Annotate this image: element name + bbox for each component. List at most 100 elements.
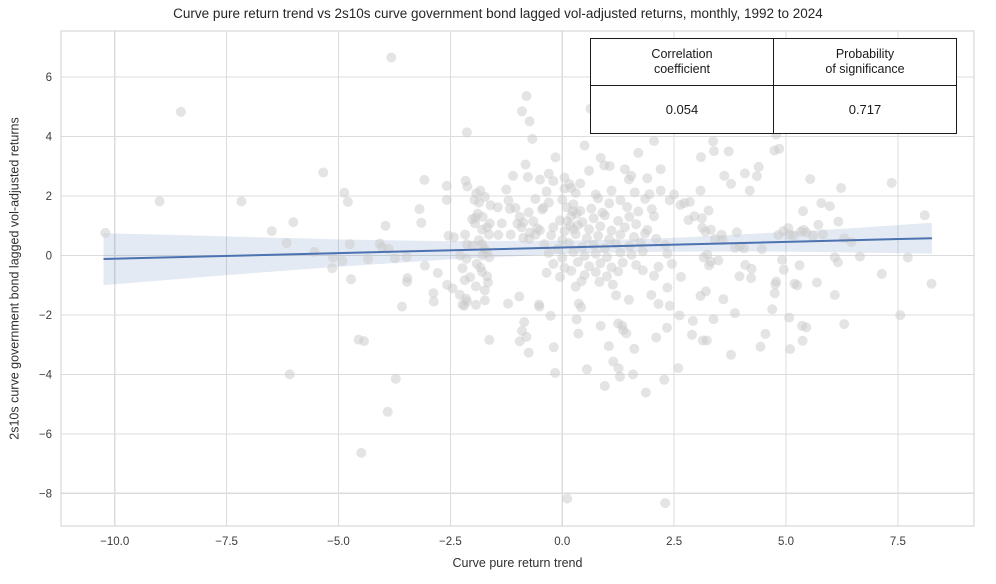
scatter-point <box>602 271 612 282</box>
scatter-point <box>521 331 532 342</box>
scatter-point <box>465 272 476 283</box>
scatter-point <box>606 185 617 196</box>
scatter-point <box>266 226 277 237</box>
scatter-point <box>655 185 666 196</box>
svg-text:−10.0: −10.0 <box>100 536 129 548</box>
scatter-point <box>590 267 601 278</box>
scatter-point <box>755 341 766 352</box>
scatter-point <box>817 229 828 240</box>
stats-table-value-correlation: 0.054 <box>591 86 774 133</box>
scatter-point <box>342 196 353 207</box>
scatter-point <box>593 193 604 204</box>
chart-title: Curve pure return trend vs 2s10s curve g… <box>173 6 823 21</box>
scatter-point <box>767 304 778 315</box>
scatter-point <box>584 165 595 176</box>
svg-text:7.5: 7.5 <box>890 536 906 548</box>
svg-text:5.0: 5.0 <box>778 536 794 548</box>
scatter-point <box>723 146 734 157</box>
scatter-point <box>833 216 844 227</box>
scatter-point <box>730 308 740 319</box>
scatter-point <box>726 178 736 189</box>
header-line: Probability <box>835 47 895 61</box>
scatter-point <box>520 159 531 170</box>
scatter-point <box>653 298 664 309</box>
y-tick-labels: 6 4 2 0 −2 −4 −6 −8 <box>39 72 53 500</box>
scatter-point <box>628 369 638 380</box>
scatter-point <box>501 184 512 195</box>
scatter-point <box>386 52 397 63</box>
stats-table-header-correlation: Correlation coefficient <box>591 39 774 86</box>
scatter-point <box>534 174 545 185</box>
stats-table-value-probability: 0.717 <box>848 102 882 117</box>
scatter-point <box>496 218 507 229</box>
regression-line <box>103 237 932 261</box>
scatter-point <box>523 347 534 358</box>
scatter-point <box>581 233 592 244</box>
scatter-point <box>624 211 635 222</box>
scatter-point <box>588 239 599 250</box>
scatter-point <box>566 265 577 276</box>
scatter-point <box>651 332 662 343</box>
scatter-point <box>546 230 557 241</box>
scatter-point <box>718 294 729 305</box>
scatter-point <box>731 227 742 238</box>
scatter-point <box>751 171 762 182</box>
scatter-point <box>709 146 719 157</box>
scatter-point <box>816 198 827 209</box>
scatter-point <box>524 116 535 127</box>
scatter-point <box>649 211 659 222</box>
svg-text:−7.5: −7.5 <box>215 536 238 548</box>
scatter-point <box>708 136 719 147</box>
scatter-point <box>839 319 850 330</box>
scatter-point <box>854 251 865 262</box>
scatter-point <box>631 260 642 270</box>
scatter-point <box>902 252 913 263</box>
scatter-point <box>829 290 840 300</box>
scatter-point <box>479 191 490 202</box>
scatter-point <box>579 251 590 262</box>
scatter-point <box>604 161 615 171</box>
scatter-point <box>522 172 533 182</box>
scatter-point <box>696 213 707 224</box>
scatter-point <box>619 222 630 233</box>
scatter-point <box>695 185 706 196</box>
scatter-point <box>389 253 400 264</box>
scatter-point <box>534 225 545 236</box>
svg-text:−8: −8 <box>39 488 52 500</box>
scatter-point <box>579 140 590 151</box>
scatter-point <box>483 277 493 288</box>
stats-table-header-probability: Probability of significance <box>774 39 956 86</box>
scatter-point <box>514 291 525 302</box>
scatter-point <box>543 197 554 208</box>
y-axis-label: 2s10s curve government bond lagged vol-a… <box>7 117 22 440</box>
scatter-point <box>484 334 495 345</box>
scatter-point <box>337 255 348 266</box>
scatter-point <box>448 232 459 243</box>
scatter-point <box>626 249 637 260</box>
scatter-point <box>572 257 583 267</box>
scatter-point <box>792 280 803 291</box>
scatter-point <box>836 183 847 193</box>
scatter-point <box>599 381 610 391</box>
scatter-point <box>613 216 624 226</box>
scatter-point <box>543 168 554 179</box>
scatter-point <box>633 206 644 217</box>
scatter-point <box>798 206 808 217</box>
scatter-point <box>615 371 625 382</box>
scatter-point <box>886 177 897 188</box>
scatter-point <box>603 341 614 352</box>
scatter-point <box>175 106 186 117</box>
scatter-point <box>771 276 782 287</box>
scatter-point <box>545 310 556 321</box>
scatter-point <box>595 258 606 269</box>
svg-text:−5.0: −5.0 <box>327 536 350 548</box>
scatter-point <box>675 271 686 282</box>
scatter-point <box>615 229 626 240</box>
scatter-point <box>813 219 824 230</box>
plot-border <box>60 30 975 527</box>
scatter-point <box>629 187 640 198</box>
scatter-point <box>548 176 559 187</box>
scatter-point <box>356 447 367 458</box>
scatter-point <box>673 363 684 374</box>
scatter-point <box>441 194 452 205</box>
